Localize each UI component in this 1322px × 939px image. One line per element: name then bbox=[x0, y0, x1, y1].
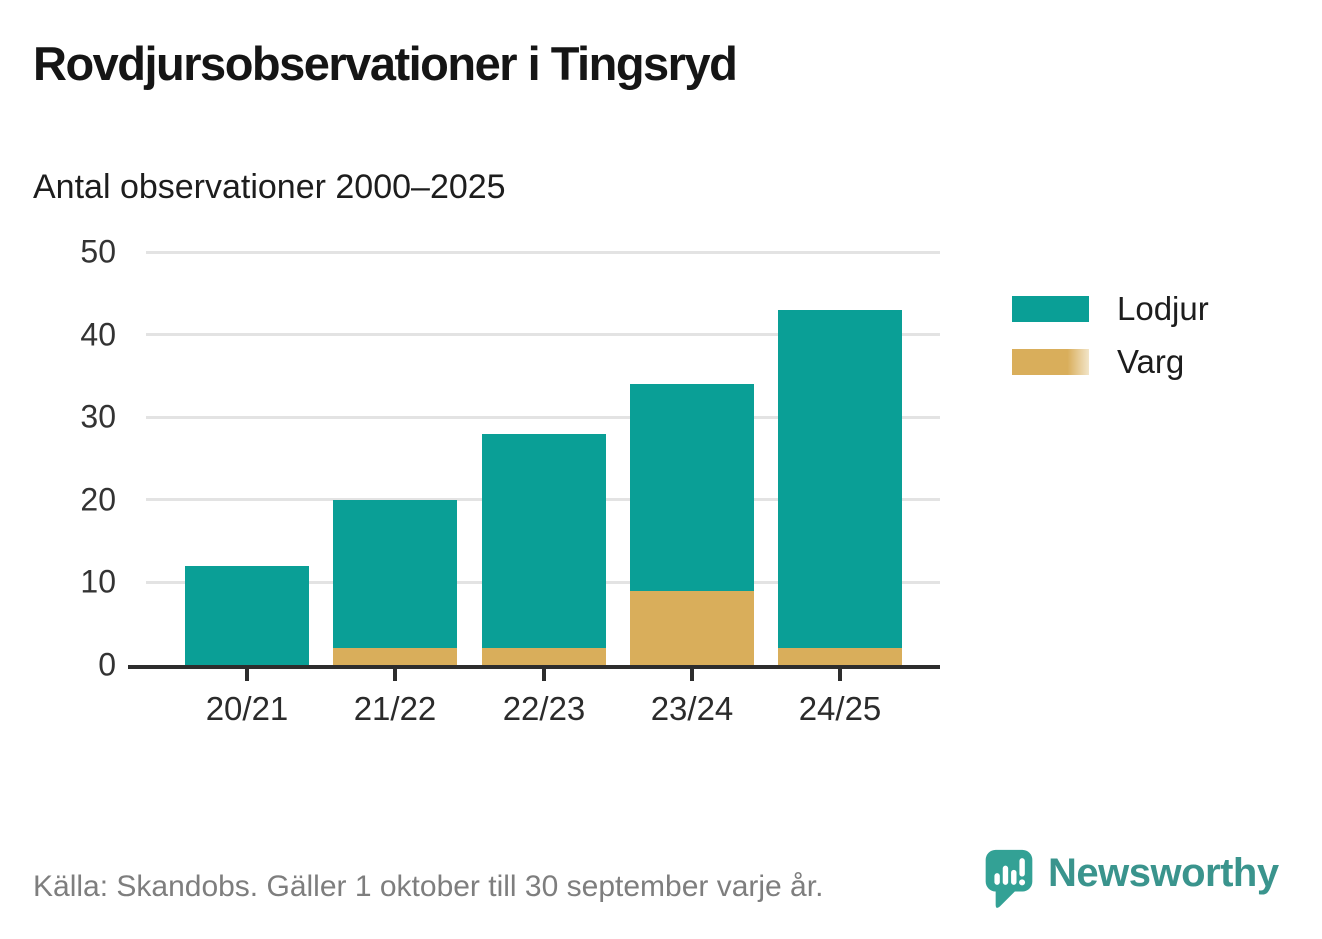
bar-segment-varg-24-25 bbox=[778, 648, 902, 665]
legend-item-lodjur: Lodjur bbox=[1012, 290, 1209, 327]
legend-item-varg: Varg bbox=[1012, 343, 1209, 380]
x-axis-tick bbox=[245, 669, 249, 681]
brand-name: Newsworthy bbox=[1048, 851, 1279, 895]
x-axis-tick-label: 22/23 bbox=[502, 690, 586, 727]
x-axis-tick-label: 21/22 bbox=[353, 690, 437, 727]
chart-subtitle: Antal observationer 2000–2025 bbox=[33, 168, 506, 206]
y-axis-tick-label: 40 bbox=[80, 316, 116, 353]
x-axis-tick-label: 23/24 bbox=[650, 690, 734, 727]
legend-label: Varg bbox=[1117, 343, 1185, 380]
bar-segment-varg-21-22 bbox=[333, 648, 457, 665]
bar-segment-lodjur-21-22 bbox=[333, 499, 457, 649]
y-axis-tick-label: 10 bbox=[80, 563, 116, 600]
chart-legend: Lodjur Varg bbox=[1012, 290, 1209, 402]
source-attribution: Källa: Skandobs. Gäller 1 oktober till 3… bbox=[33, 870, 824, 903]
page-title: Rovdjursobservationer i Tingsryd bbox=[33, 37, 738, 90]
bar-segment-varg-22-23 bbox=[482, 648, 606, 665]
y-axis-tick-label: 0 bbox=[98, 646, 116, 683]
x-axis-tick bbox=[542, 669, 546, 681]
newsworthy-logo-icon bbox=[985, 849, 1033, 908]
x-axis-line bbox=[128, 665, 940, 669]
x-axis-tick bbox=[393, 669, 397, 681]
bar-segment-varg-23-24 bbox=[630, 590, 754, 665]
x-axis-tick bbox=[838, 669, 842, 681]
y-axis-tick-label: 20 bbox=[80, 481, 116, 518]
brand-lockup: Newsworthy bbox=[984, 848, 1279, 910]
gridline-40 bbox=[146, 333, 940, 337]
y-axis-tick-label: 30 bbox=[80, 398, 116, 435]
legend-label: Lodjur bbox=[1117, 290, 1209, 327]
bar-segment-lodjur-20-21 bbox=[185, 565, 309, 665]
x-axis-tick-label: 20/21 bbox=[205, 690, 289, 727]
x-axis-tick bbox=[690, 669, 694, 681]
x-axis-tick-label: 24/25 bbox=[798, 690, 882, 727]
bar-segment-lodjur-24-25 bbox=[778, 309, 902, 649]
gridline-50 bbox=[146, 250, 940, 254]
bar-segment-lodjur-23-24 bbox=[630, 384, 754, 591]
gridline-30 bbox=[146, 415, 940, 419]
legend-swatch-varg bbox=[1012, 349, 1089, 375]
legend-swatch-lodjur bbox=[1012, 296, 1089, 322]
bar-segment-lodjur-22-23 bbox=[482, 433, 606, 649]
y-axis-tick-label: 50 bbox=[80, 233, 116, 270]
